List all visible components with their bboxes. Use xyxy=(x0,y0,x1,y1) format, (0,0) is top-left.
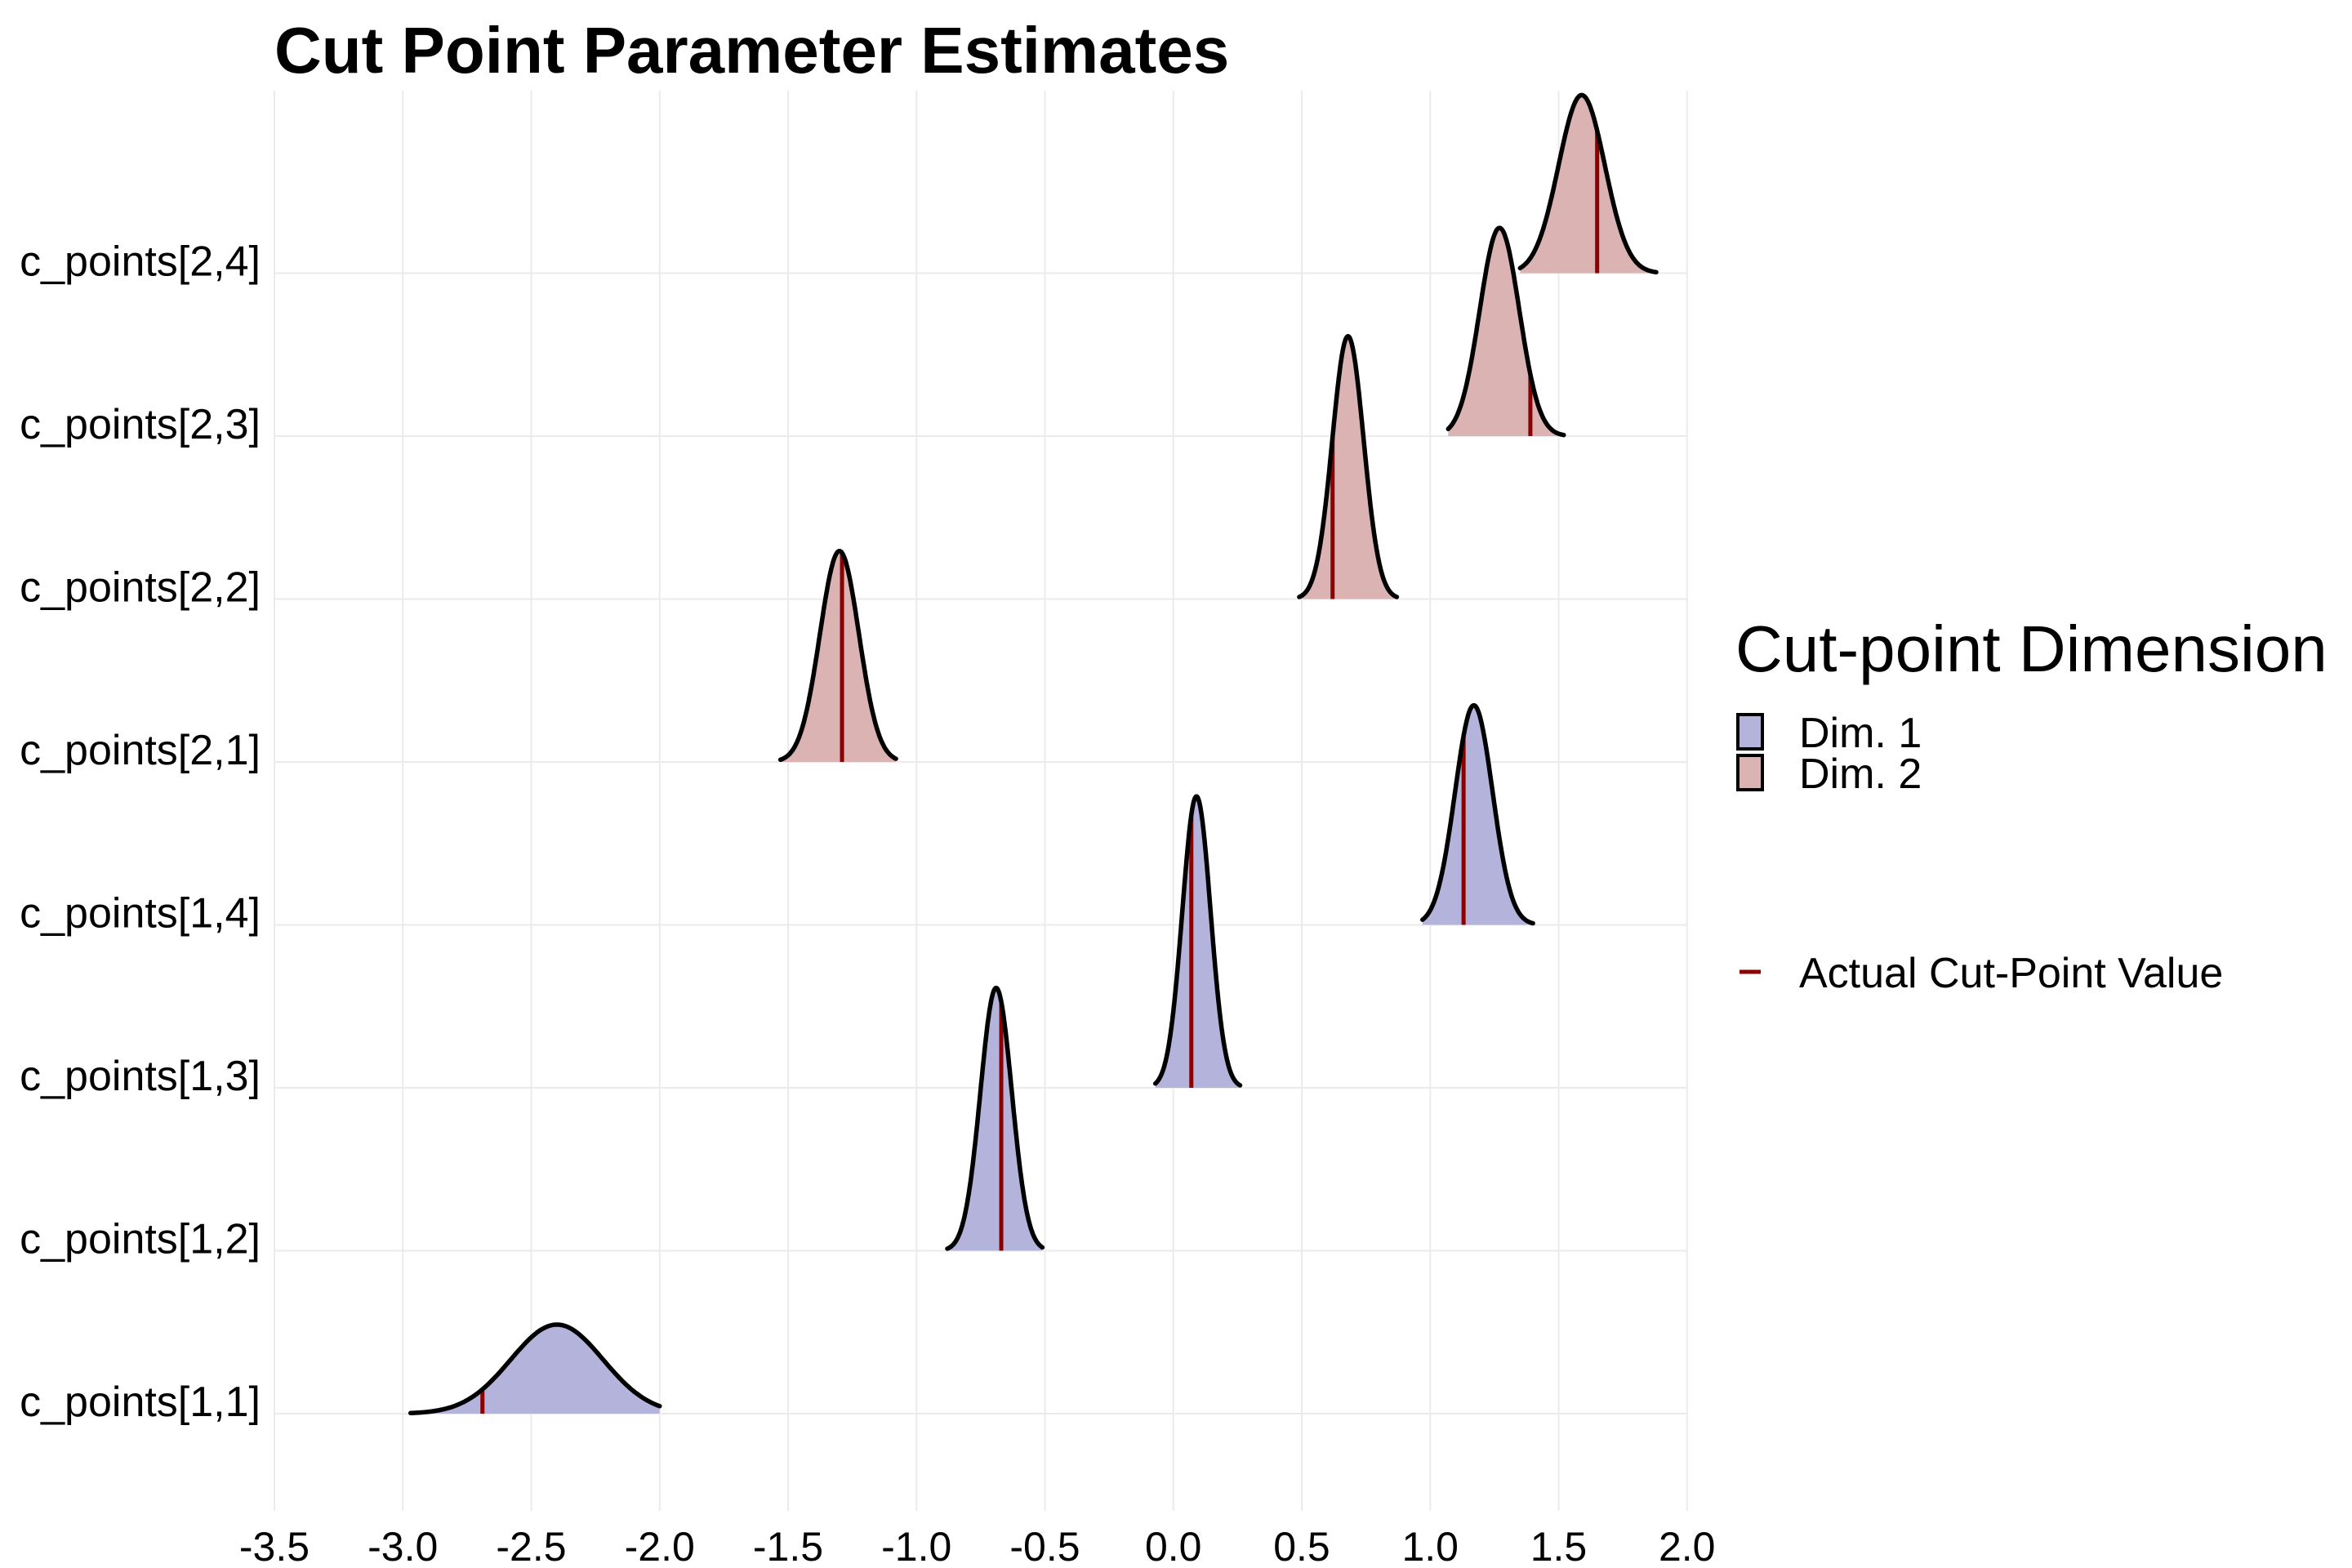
ridge-c-points-2-3 xyxy=(1446,225,1566,438)
y-tick-label: c_points[2,3] xyxy=(20,401,261,448)
x-tick-label: 1.0 xyxy=(1401,1524,1459,1568)
density-fill xyxy=(780,550,897,762)
x-tick-label: 2.0 xyxy=(1659,1524,1716,1568)
density-outline xyxy=(1152,794,1243,1088)
x-tick-label: -1.5 xyxy=(753,1524,823,1568)
y-tick-label: c_points[2,2] xyxy=(20,564,261,612)
y-tick-label: c_points[2,4] xyxy=(20,238,261,286)
ridge-c-points-1-2 xyxy=(945,985,1045,1251)
density-outline xyxy=(1420,702,1535,926)
density-fill xyxy=(1422,705,1534,925)
legend-key-dim-1 xyxy=(1736,713,1764,751)
legend-label-actual-value: Actual Cut-Point Value xyxy=(1799,950,2223,997)
density-outline xyxy=(777,548,898,763)
y-tick-label: c_points[1,1] xyxy=(20,1379,261,1426)
density-ridges xyxy=(408,92,1659,1416)
ridge-c-points-2-2 xyxy=(1297,333,1400,599)
x-tick-label: -3.0 xyxy=(368,1524,438,1568)
x-tick-label: 1.5 xyxy=(1530,1524,1588,1568)
density-outline xyxy=(1517,92,1659,275)
ridge-c-points-2-4 xyxy=(1517,92,1659,275)
y-tick-label: c_points[1,4] xyxy=(20,890,261,938)
ridge-c-points-1-1 xyxy=(408,1322,662,1416)
x-tick-label: 0.0 xyxy=(1145,1524,1202,1568)
density-outline xyxy=(945,985,1045,1251)
x-tick-label: -3.5 xyxy=(239,1524,310,1568)
x-tick-label: -2.0 xyxy=(625,1524,695,1568)
ridge-c-points-2-1 xyxy=(777,548,898,763)
density-fill xyxy=(1298,336,1397,599)
x-tick-label: -0.5 xyxy=(1009,1524,1080,1568)
y-tick-label: c_points[1,2] xyxy=(20,1216,261,1263)
legend: Cut-point Dimension Dim. 1 Dim. 2 Actual… xyxy=(1735,612,2328,997)
legend-label-dim-2: Dim. 2 xyxy=(1799,751,1922,798)
x-tick-label: -2.5 xyxy=(496,1524,566,1568)
x-axis-labels: -3.5 -3.0 -2.5 -2.0 -1.5 -1.0 -0.5 0.0 0.5 1.0 1.5… xyxy=(239,1524,1716,1568)
density-outline xyxy=(1297,333,1400,599)
legend-title: Cut-point Dimension xyxy=(1735,612,2328,685)
y-axis-labels: c_points[1,1] c_points[1,2] c_points[1,3] c… xyxy=(20,238,261,1427)
legend-label-dim-1: Dim. 1 xyxy=(1799,710,1922,757)
y-tick-label: c_points[1,3] xyxy=(20,1053,261,1100)
legend-key-dim-2 xyxy=(1736,754,1764,791)
density-fill xyxy=(1520,95,1656,274)
density-fill xyxy=(410,1325,660,1414)
ridge-c-points-1-4 xyxy=(1420,702,1535,926)
y-tick-label: c_points[2,1] xyxy=(20,727,261,774)
x-tick-label: -1.0 xyxy=(881,1524,951,1568)
density-outline xyxy=(1446,225,1566,438)
ridge-c-points-1-3 xyxy=(1152,794,1243,1088)
density-outline xyxy=(408,1322,662,1416)
density-fill xyxy=(1448,228,1564,436)
x-tick-label: 0.5 xyxy=(1273,1524,1330,1568)
chart-title: Cut Point Parameter Estimates xyxy=(274,14,1229,87)
